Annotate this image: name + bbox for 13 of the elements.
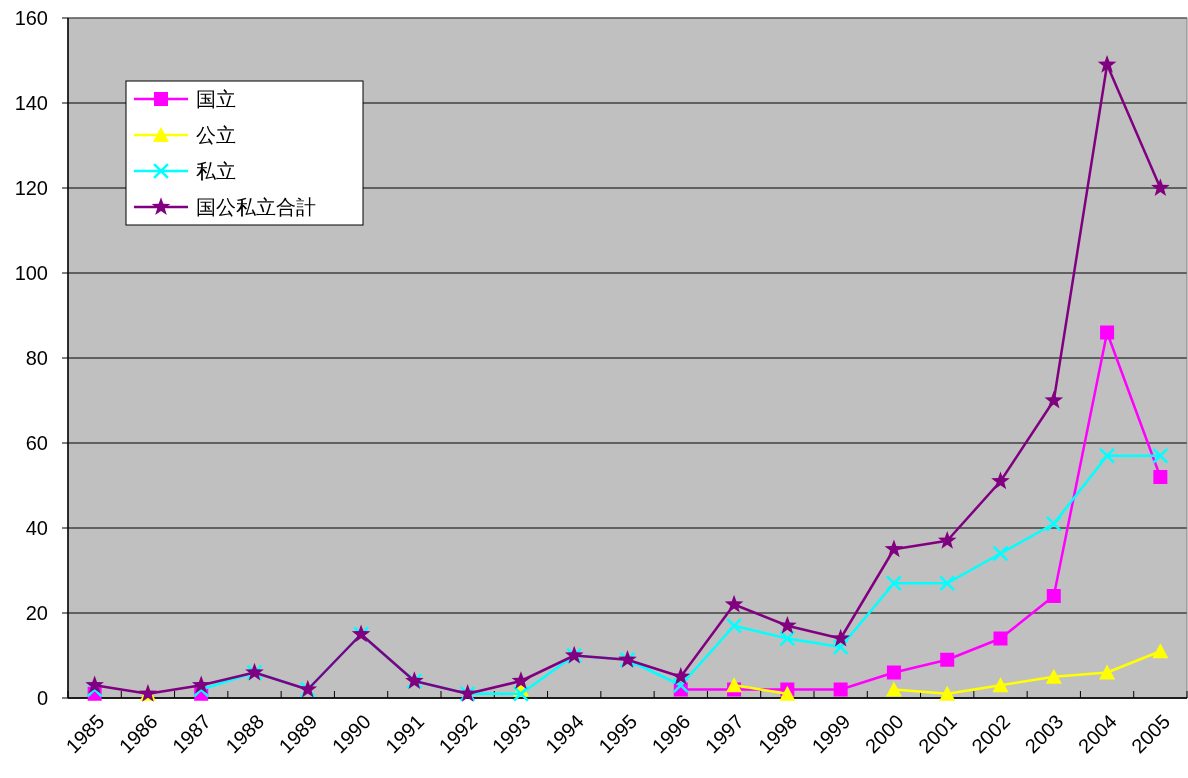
legend-label: 国立: [196, 87, 236, 111]
legend-label: 私立: [196, 159, 236, 183]
y-tick-label: 100: [14, 262, 48, 284]
y-tick-label: 20: [25, 602, 48, 624]
legend-label: 国公私立合計: [196, 195, 316, 219]
y-tick-label: 0: [36, 687, 48, 709]
y-tick-label: 160: [14, 7, 48, 29]
legend-label: 公立: [196, 123, 236, 147]
y-tick-label: 60: [25, 432, 48, 454]
y-tick-label: 120: [14, 177, 48, 199]
y-tick-label: 40: [25, 517, 48, 539]
y-tick-label: 140: [14, 92, 48, 114]
y-tick-label: 80: [25, 347, 48, 369]
